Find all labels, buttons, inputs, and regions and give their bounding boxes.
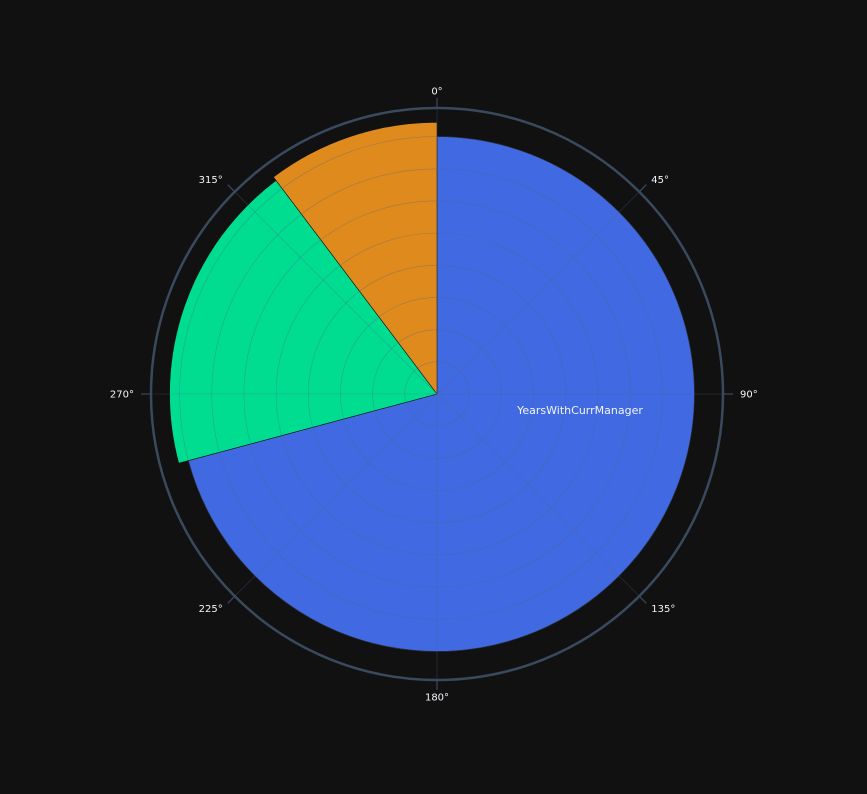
radial-gridline [307, 264, 566, 523]
angular-tick-mark [227, 184, 236, 193]
radial-gridline [340, 297, 534, 491]
angular-tick-mark [638, 184, 647, 193]
radial-gridline [275, 232, 599, 556]
angular-tick-label: 315° [199, 175, 223, 186]
angular-tick-label: 0° [431, 87, 442, 98]
angular-gridline [436, 191, 640, 395]
inside-label: YearsWithCurrManager [516, 404, 643, 417]
radial-gridline [179, 136, 695, 652]
angular-tick-mark [638, 595, 647, 604]
angular-tick-labels: 0° 45° 90° 135° 180° 225° 270° 315° [110, 87, 758, 704]
angular-gridline [436, 393, 640, 597]
radial-gridline [404, 361, 470, 427]
angular-gridlines [151, 108, 723, 680]
radial-gridline [211, 168, 663, 620]
angular-tick-label: 90° [740, 390, 758, 401]
angular-gridline [234, 191, 438, 395]
sector-1 [169, 180, 438, 464]
angular-tick-label: 180° [425, 693, 449, 704]
sectors [169, 121, 695, 652]
inside-labels: YearsWithCurrManager [516, 404, 643, 417]
angular-tick-label: 225° [199, 604, 223, 615]
angular-tick-mark [227, 595, 236, 604]
angular-tick-label: 135° [651, 604, 675, 615]
sector-2 [273, 121, 438, 395]
angular-tick-label: 270° [110, 390, 134, 401]
angular-gridline [234, 393, 438, 597]
radial-gridline [243, 200, 631, 588]
sector-0 [188, 136, 695, 652]
radial-gridline [372, 329, 502, 459]
angular-tick-label: 45° [651, 175, 669, 186]
